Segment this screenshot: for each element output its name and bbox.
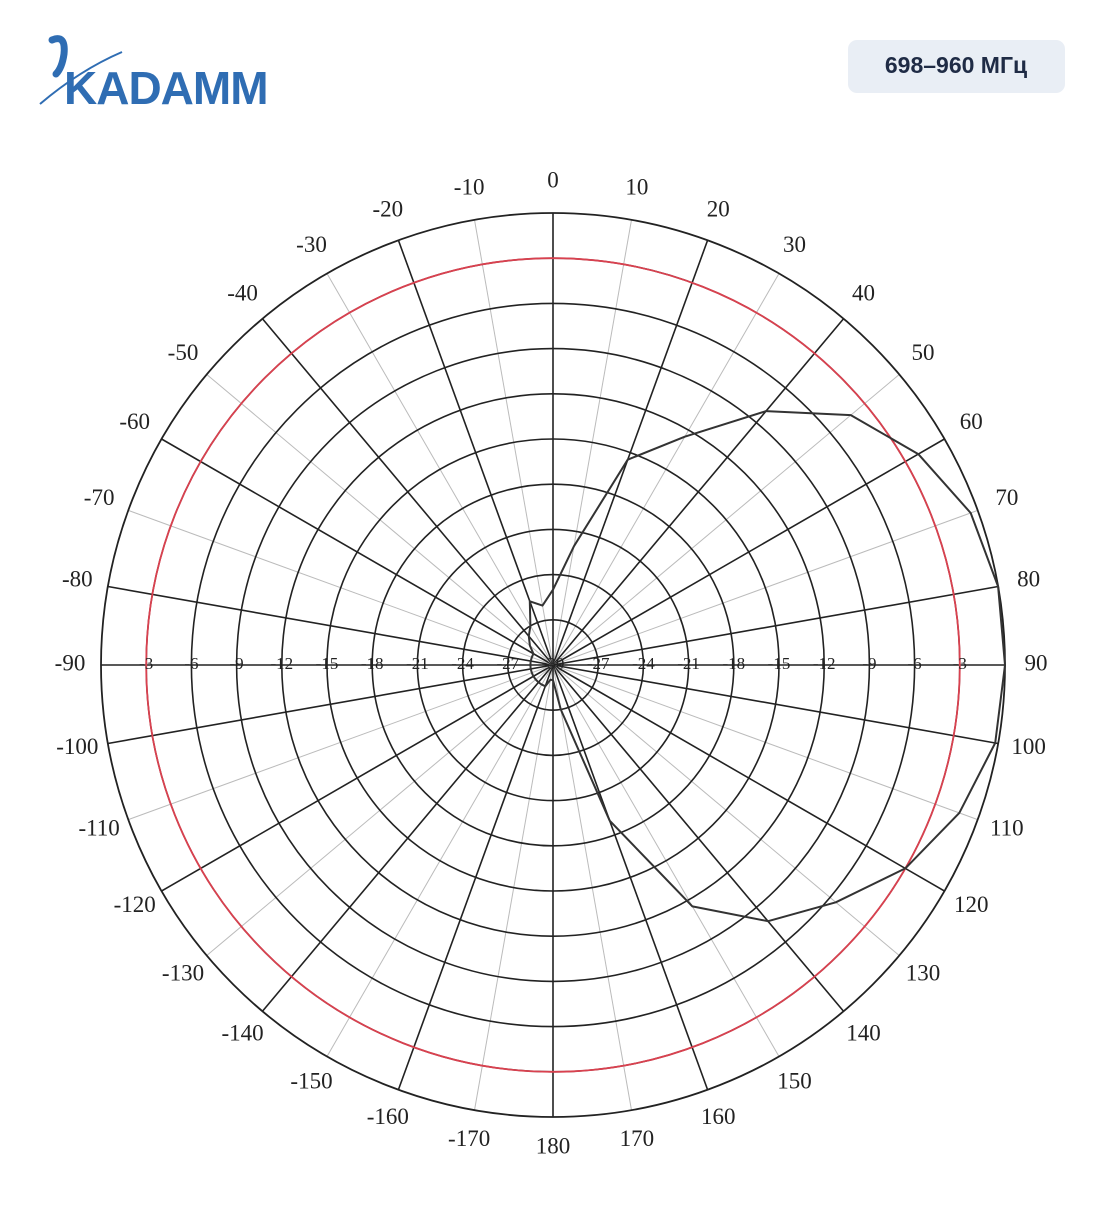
grid-ring (235, 347, 871, 983)
angle-tick-label: -90 (55, 650, 86, 675)
angle-tick-label: -80 (62, 566, 93, 591)
angle-tick-label: -40 (227, 280, 258, 305)
r-tick-label: -18 (361, 654, 384, 673)
grid-ring (416, 528, 690, 802)
logo: KADAMM (39, 35, 269, 114)
angle-tick-label: 170 (620, 1126, 655, 1151)
angle-tick-label: -160 (367, 1104, 409, 1129)
angle-tick-label: 110 (990, 815, 1024, 840)
angle-tick-label: 50 (911, 340, 934, 365)
r-tick-label: -6 (908, 654, 922, 673)
r-tick-label: -21 (406, 654, 429, 673)
angle-tick-label: 30 (783, 232, 806, 257)
angle-tick-label: -130 (162, 961, 204, 986)
angle-tick-label: -100 (56, 734, 98, 759)
r-tick-label: -3 (139, 654, 153, 673)
r-tick-label: -12 (813, 654, 836, 673)
r-tick-label: -15 (316, 654, 339, 673)
r-tick-label: -9 (230, 654, 244, 673)
angle-tick-label: -30 (296, 232, 327, 257)
angle-tick-label: 90 (1025, 650, 1048, 675)
r-tick-label: -27 (587, 654, 610, 673)
grid-ring (506, 618, 599, 711)
logo-swoosh (39, 51, 123, 105)
r-tick-label: -24 (632, 654, 655, 673)
grid-ring (190, 302, 916, 1028)
r-tick-label: -15 (768, 654, 791, 673)
badge-text: 698–960 МГц (885, 52, 1027, 78)
angle-tick-label: -50 (168, 340, 199, 365)
reference-ring (145, 257, 961, 1073)
r-tick-label: -18 (722, 654, 745, 673)
angle-tick-label: 180 (536, 1133, 571, 1158)
angle-tick-label: -120 (114, 892, 156, 917)
angle-tick-label: -170 (448, 1126, 490, 1151)
angle-tick-label: -150 (290, 1069, 332, 1094)
r-tick-label: -24 (451, 654, 474, 673)
grid-ring (371, 483, 735, 847)
r-tick-label: -21 (677, 654, 700, 673)
r-tick-label: -12 (270, 654, 293, 673)
angle-tick-label: -70 (84, 485, 115, 510)
angle-tick-label: 120 (954, 892, 989, 917)
angle-tick-label: 10 (625, 175, 648, 200)
polar-chart: -170-160-150-140-130-120-110-100-90-80-7… (55, 167, 1048, 1158)
angle-tick-label: 150 (777, 1069, 812, 1094)
angle-tick-label: 140 (846, 1020, 881, 1045)
angle-tick-label: 100 (1011, 734, 1046, 759)
angle-tick-label: 70 (995, 485, 1018, 510)
logo-text: KADAMM (64, 62, 268, 114)
angle-tick-label: 0 (547, 167, 559, 192)
angle-tick-label: -110 (78, 815, 119, 840)
angle-tick-label: -140 (221, 1020, 263, 1045)
logo-mark (48, 35, 68, 78)
r-tick-label: -3 (953, 654, 967, 673)
badge-bg (848, 40, 1065, 93)
angle-tick-label: -60 (119, 409, 150, 434)
angle-tick-label: 130 (906, 961, 941, 986)
angle-tick-label: 40 (852, 280, 875, 305)
r-tick-label: -27 (496, 654, 519, 673)
angle-tick-label: 60 (960, 409, 983, 434)
angle-tick-label: 160 (701, 1104, 736, 1129)
pattern-line (527, 410, 1006, 923)
grid-ring (326, 438, 780, 892)
r-tick-label: -30 (542, 654, 565, 673)
angle-tick-label: 80 (1017, 566, 1040, 591)
grid-ring (461, 573, 645, 757)
angle-tick-label: -10 (454, 175, 485, 200)
r-tick-label: -6 (184, 654, 198, 673)
r-tick-label: -9 (862, 654, 876, 673)
grid-ring (280, 392, 826, 938)
angle-tick-label: 20 (707, 196, 730, 221)
angle-tick-label: -20 (372, 196, 403, 221)
band-badge: 698–960 МГц (848, 40, 1065, 93)
